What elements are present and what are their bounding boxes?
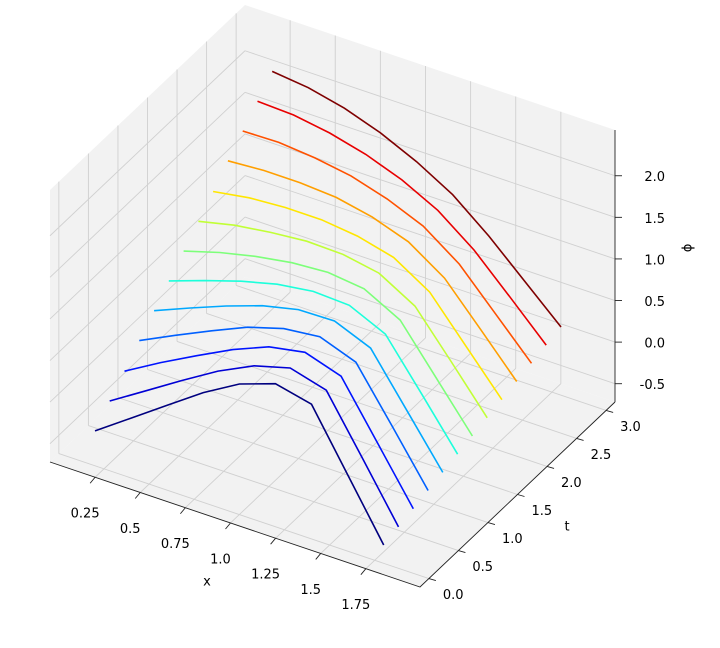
t-axis-label: t [564,520,569,535]
tick-mark [180,507,186,515]
x-tick-label: 1.5 [300,583,321,598]
tick-mark [576,438,584,441]
z-tick-label: 0.0 [644,337,665,352]
grid-line [244,216,616,343]
z-tick-label: 1.0 [644,253,665,268]
x-tick-label: 1.25 [251,568,280,583]
x-axis-label: x [203,575,211,590]
tick-mark [134,492,141,499]
tick-mark [487,522,496,525]
z-axis-label: ϕ [681,244,696,253]
x-tick-label: 0.25 [71,507,100,522]
grid-line [244,50,616,177]
grid-line [147,369,518,495]
curve [212,190,503,401]
grid-line [206,313,577,439]
grid-line [176,341,548,467]
tick-mark [606,409,614,413]
tick-mark [360,568,367,575]
tick-mark [546,466,555,469]
curve [94,382,385,546]
grid-line [49,133,246,320]
axis-edge [49,401,616,588]
curve [168,279,459,455]
grid-line [244,91,616,218]
grid-line [244,175,616,301]
z-tick-label: -0.5 [640,378,665,393]
x-tick-label: 0.5 [120,522,141,537]
panes [50,5,615,587]
tick-mark [89,476,96,484]
t-tick-label: 3.0 [620,420,641,435]
curve [124,345,415,510]
t-tick-label: 2.5 [591,448,612,463]
x-tick-label: 1.0 [210,552,231,567]
tick-mark [315,553,322,560]
tick-mark [270,537,276,545]
labels: 0.25 0.5 0.75 1.0 1.25 1.5 1.75 0.0 0.5 1.0 1.5 2.0… [71,170,665,613]
curve [227,160,518,382]
t-tick-label: 1.5 [532,504,553,519]
t-tick-label: 0.0 [443,588,464,603]
grid-line [244,258,616,385]
grid-line [49,175,246,361]
tick-mark [225,522,231,530]
grid-line [117,397,489,523]
curve [271,70,562,328]
grid-line [49,216,246,403]
z-tick-label: 2.0 [644,170,665,185]
curve [154,304,444,473]
curve [109,364,400,528]
grid-line [49,92,246,278]
grid-line [88,425,459,551]
curve [139,326,429,491]
z-tick-label: 0.5 [644,295,665,310]
x-tick-label: 1.75 [341,598,370,613]
curve [242,130,533,364]
t-tick-label: 1.0 [502,532,523,547]
grid-line [235,284,607,411]
curve [257,100,547,346]
curve [198,220,488,419]
curve [183,250,474,437]
grid-line [49,258,246,445]
t-tick-label: 2.0 [561,476,582,491]
z-tick-label: 1.5 [644,212,665,227]
curves [94,70,562,546]
t-tick-label: 0.5 [472,560,493,575]
x-tick-label: 0.75 [161,537,190,552]
grid-line [58,453,430,580]
tick-mark [428,578,436,582]
grid-line [49,50,246,237]
tick-mark [517,494,525,497]
tick-mark [458,550,466,553]
grid [49,13,622,588]
